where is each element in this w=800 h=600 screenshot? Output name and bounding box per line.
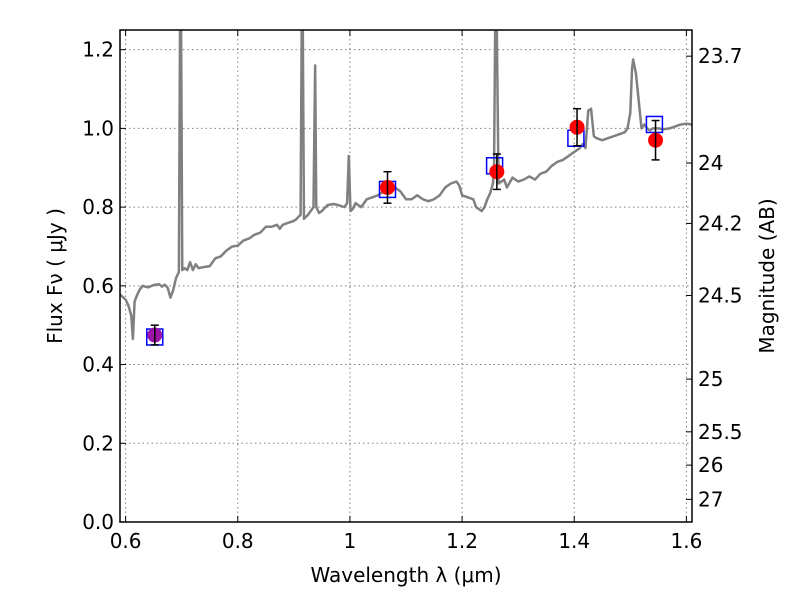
model-box <box>645 115 664 134</box>
y-axis-right-title: Magnitude (AB) <box>755 198 779 353</box>
mag-tick-label: 24.2 <box>698 211 743 235</box>
mag-tick-label: 23.7 <box>698 44 743 68</box>
y-tick-label: 0.2 <box>82 431 114 455</box>
mag-tick-label: 25.5 <box>698 420 743 444</box>
x-tick-label: 1 <box>344 529 357 553</box>
x-tick-label: 1.6 <box>670 529 702 553</box>
mag-tick-label: 24.5 <box>698 284 743 308</box>
x-tick-label: 1.2 <box>446 529 478 553</box>
ticks-layer <box>120 30 692 523</box>
x-tick-label: 0.8 <box>222 529 254 553</box>
y-tick-label: 0.6 <box>82 274 114 298</box>
y-tick-label: 0.4 <box>82 353 114 377</box>
y-axis-title: Flux Fν ( μJy ) <box>43 208 67 344</box>
mag-tick-label: 26 <box>698 453 723 477</box>
data-layer <box>120 30 692 346</box>
y-tick-label: 0.0 <box>82 510 114 534</box>
labels-layer: 0.6 0.8 1 1.2 1.4 1.6 0.0 0.2 0.4 0.6 0.8 1.0 1.2 23.… <box>82 38 742 553</box>
grid-layer <box>120 30 692 523</box>
mag-tick-label: 24 <box>698 151 723 175</box>
y-tick-label: 0.8 <box>82 195 114 219</box>
y-tick-label: 1.0 <box>82 116 114 140</box>
plot-frame <box>119 29 693 523</box>
x-axis-title: Wavelength λ (μm) <box>310 563 501 587</box>
mag-tick-label: 25 <box>698 367 723 391</box>
x-tick-label: 1.4 <box>558 529 590 553</box>
y-tick-label: 1.2 <box>82 38 114 62</box>
x-tick-label: 0.6 <box>110 529 142 553</box>
mag-tick-label: 27 <box>698 487 723 511</box>
